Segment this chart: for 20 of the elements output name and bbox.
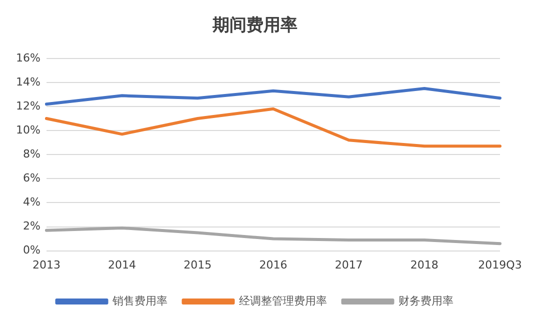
y-tick-label: 2% <box>22 220 40 233</box>
y-tick-label: 6% <box>22 172 40 185</box>
y-tick-label: 0% <box>22 244 40 257</box>
legend-label: 销售费用率 <box>111 294 168 308</box>
chart-title: 期间费用率 <box>212 16 298 36</box>
x-tick-label: 2019Q3 <box>478 258 522 272</box>
y-tick-label: 12% <box>16 99 40 112</box>
x-tick-label: 2016 <box>259 258 288 272</box>
x-tick-label: 2013 <box>32 258 60 272</box>
legend-label: 财务费用率 <box>398 294 454 308</box>
x-tick-label: 2017 <box>334 258 363 272</box>
y-tick-label: 16% <box>16 51 40 64</box>
y-tick-label: 10% <box>16 123 40 136</box>
x-tick-label: 2015 <box>184 258 212 272</box>
y-tick-label: 14% <box>16 75 40 88</box>
legend-label: 经调整管理费用率 <box>238 294 327 308</box>
x-tick-label: 2014 <box>108 258 136 272</box>
y-tick-label: 8% <box>22 147 40 160</box>
x-tick-label: 2018 <box>410 258 438 272</box>
y-tick-label: 4% <box>22 196 40 209</box>
